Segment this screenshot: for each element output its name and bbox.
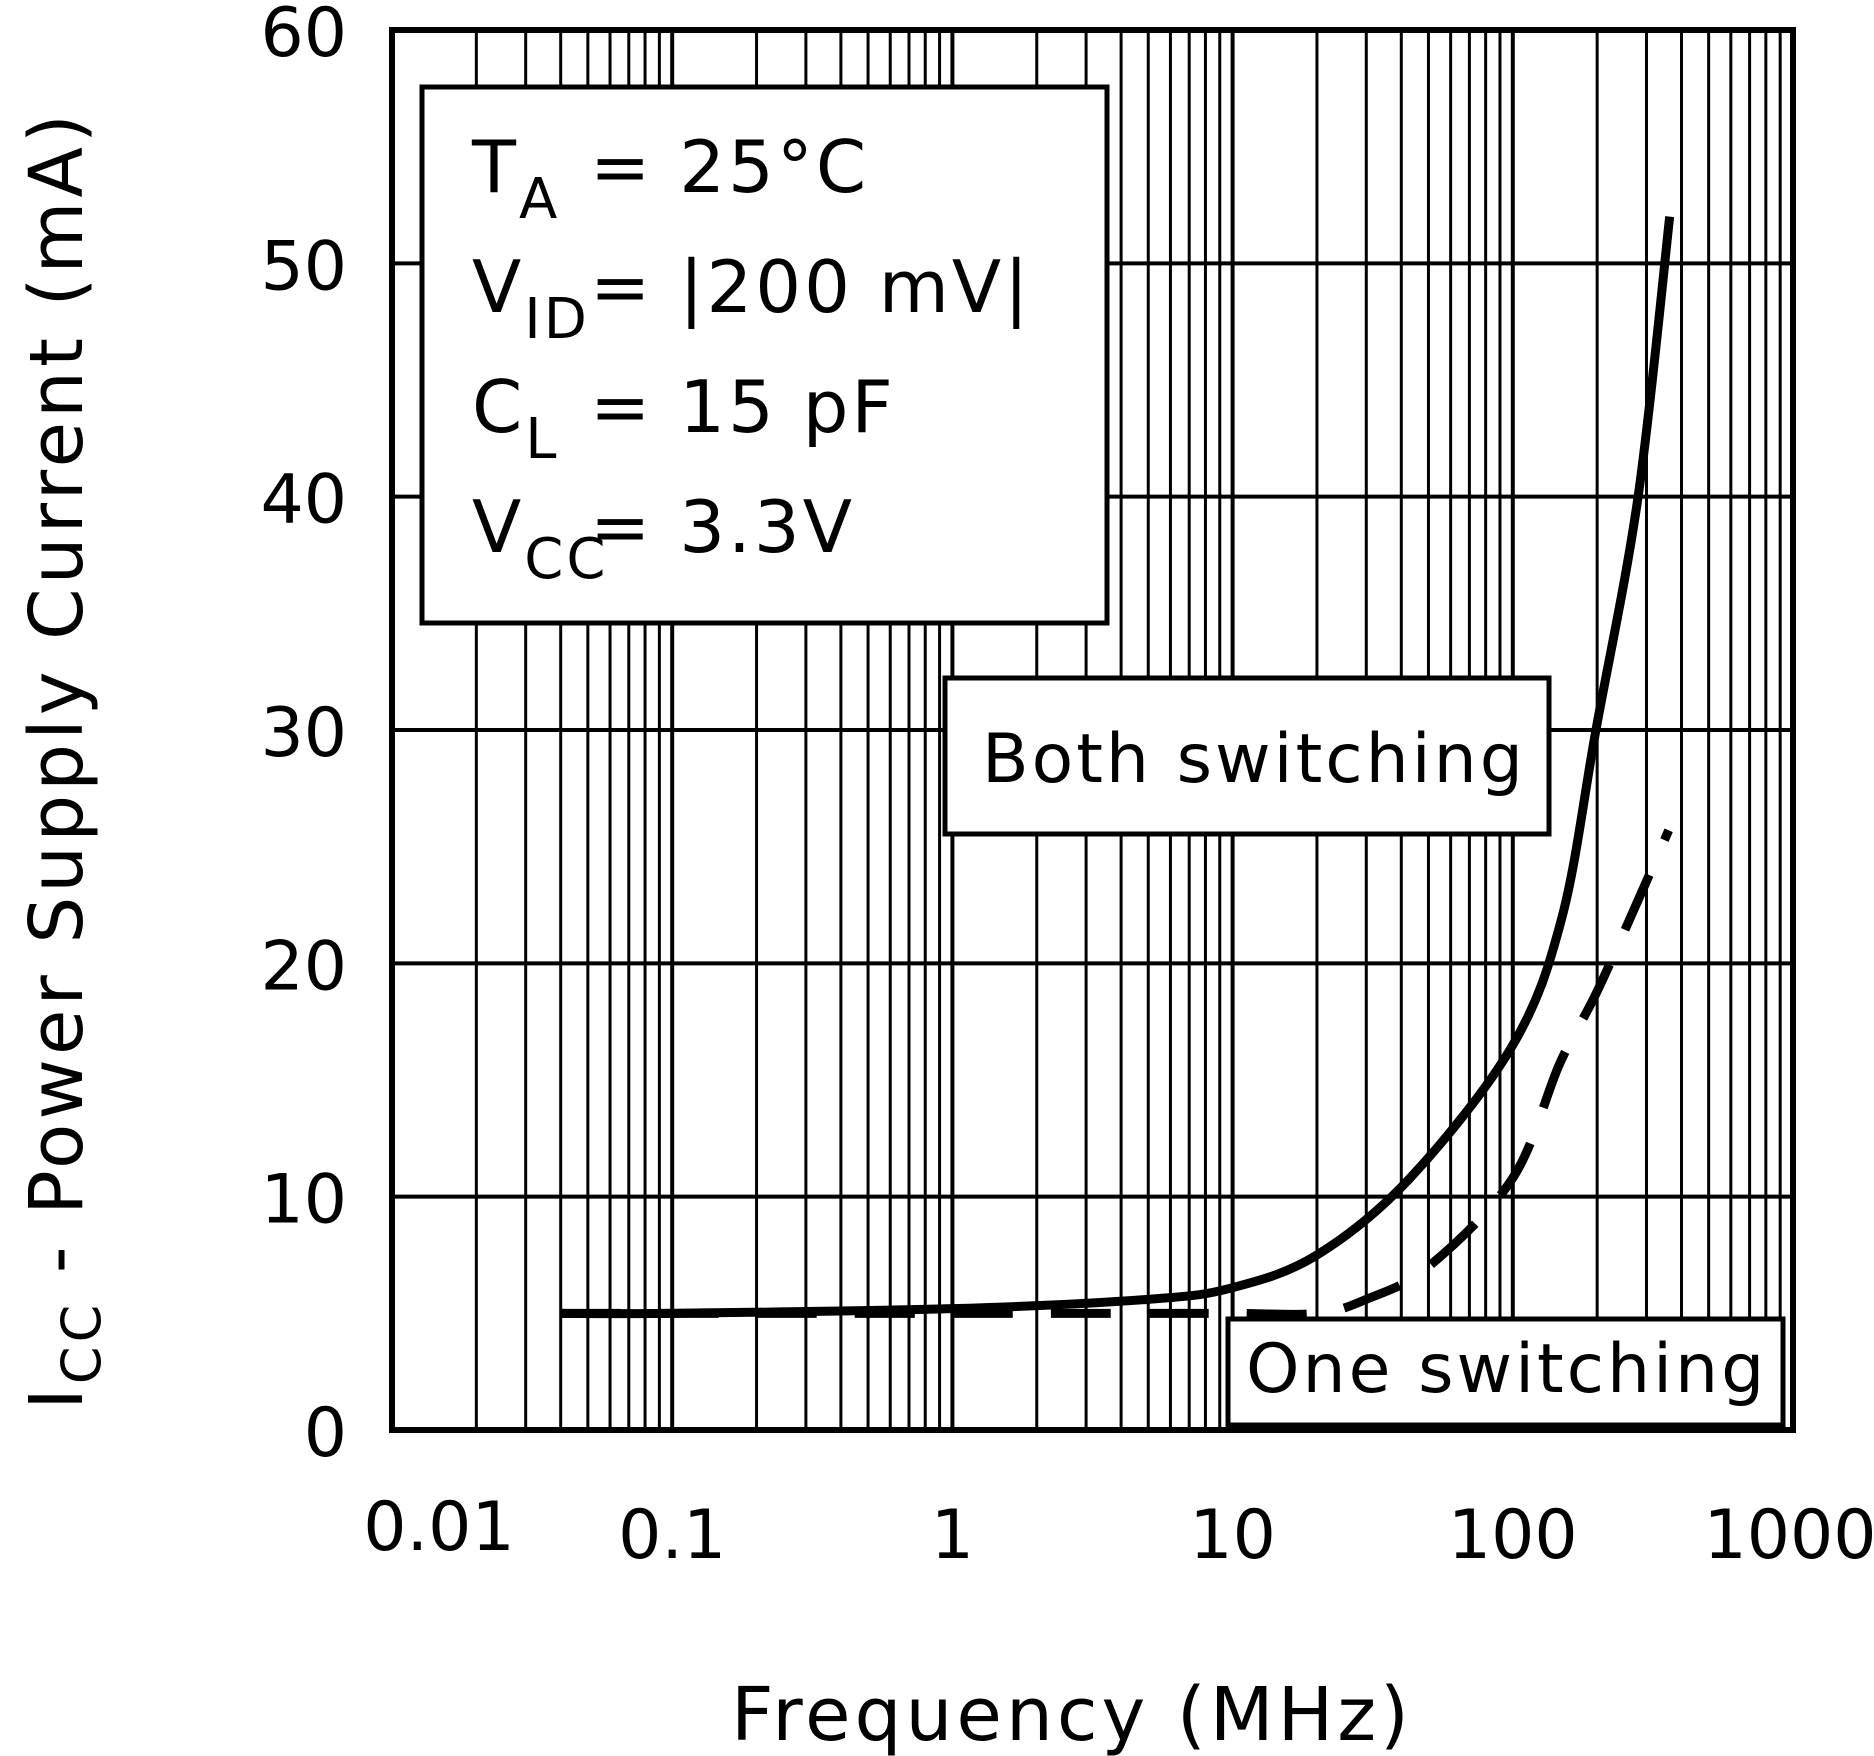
condition-value: = |200 mV| [590, 245, 1031, 330]
x-tick-label: 0.01 [363, 1488, 514, 1567]
y-tick-label: 60 [260, 0, 347, 73]
condition-subscript: A [519, 167, 560, 232]
y-tick-label: 50 [260, 227, 347, 306]
x-tick-label: 1000 [1703, 1496, 1874, 1575]
y-axis-label: ICC - Power Supply Current (mA) [14, 110, 113, 1410]
legend-one-switching: One switching [1225, 1316, 1786, 1428]
condition-subscript: ID [524, 287, 590, 352]
plot-frame [389, 27, 1796, 1433]
condition-value: = 25°C [590, 125, 869, 209]
series-layer [560, 216, 1675, 1319]
condition-symbol: T [471, 125, 519, 209]
y-tick-labels: 0 10 20 30 40 50 60 [260, 0, 347, 1473]
condition-value: = 3.3V [590, 485, 855, 569]
x-tick-label: 1 [931, 1496, 974, 1575]
x-tick-label: 10 [1189, 1496, 1276, 1575]
series-line-one-switching [560, 828, 1673, 1319]
y-tick-label: 0 [304, 1394, 347, 1473]
y-tick-label: 10 [260, 1161, 347, 1240]
x-tick-labels: 0.01 0.1 1 10 100 1000 [363, 1488, 1874, 1575]
condition-symbol: C [472, 365, 525, 449]
y-tick-label: 30 [260, 694, 347, 773]
condition-value: = 15 pF [590, 365, 896, 449]
y-tick-label: 20 [260, 927, 347, 1006]
x-axis-label: Frequency (MHz) [731, 1672, 1413, 1756]
condition-line: VCC= 3.3V [472, 485, 855, 592]
legend-label-both: Both switching [982, 720, 1526, 799]
condition-subscript: L [525, 407, 559, 472]
y-tick-label: 40 [260, 461, 347, 540]
legend-both-switching: Both switching [942, 675, 1552, 837]
condition-subscript: CC [524, 527, 608, 592]
condition-symbol: V [472, 485, 524, 569]
condition-line: VID= |200 mV| [472, 245, 1031, 352]
condition-symbol: V [472, 245, 524, 329]
legend-label-one: One switching [1246, 1330, 1767, 1409]
x-tick-label: 100 [1448, 1496, 1578, 1575]
condition-line: CL = 15 pF [472, 365, 896, 472]
condition-line: TA = 25°C [471, 125, 869, 232]
x-tick-label: 0.1 [618, 1496, 726, 1575]
